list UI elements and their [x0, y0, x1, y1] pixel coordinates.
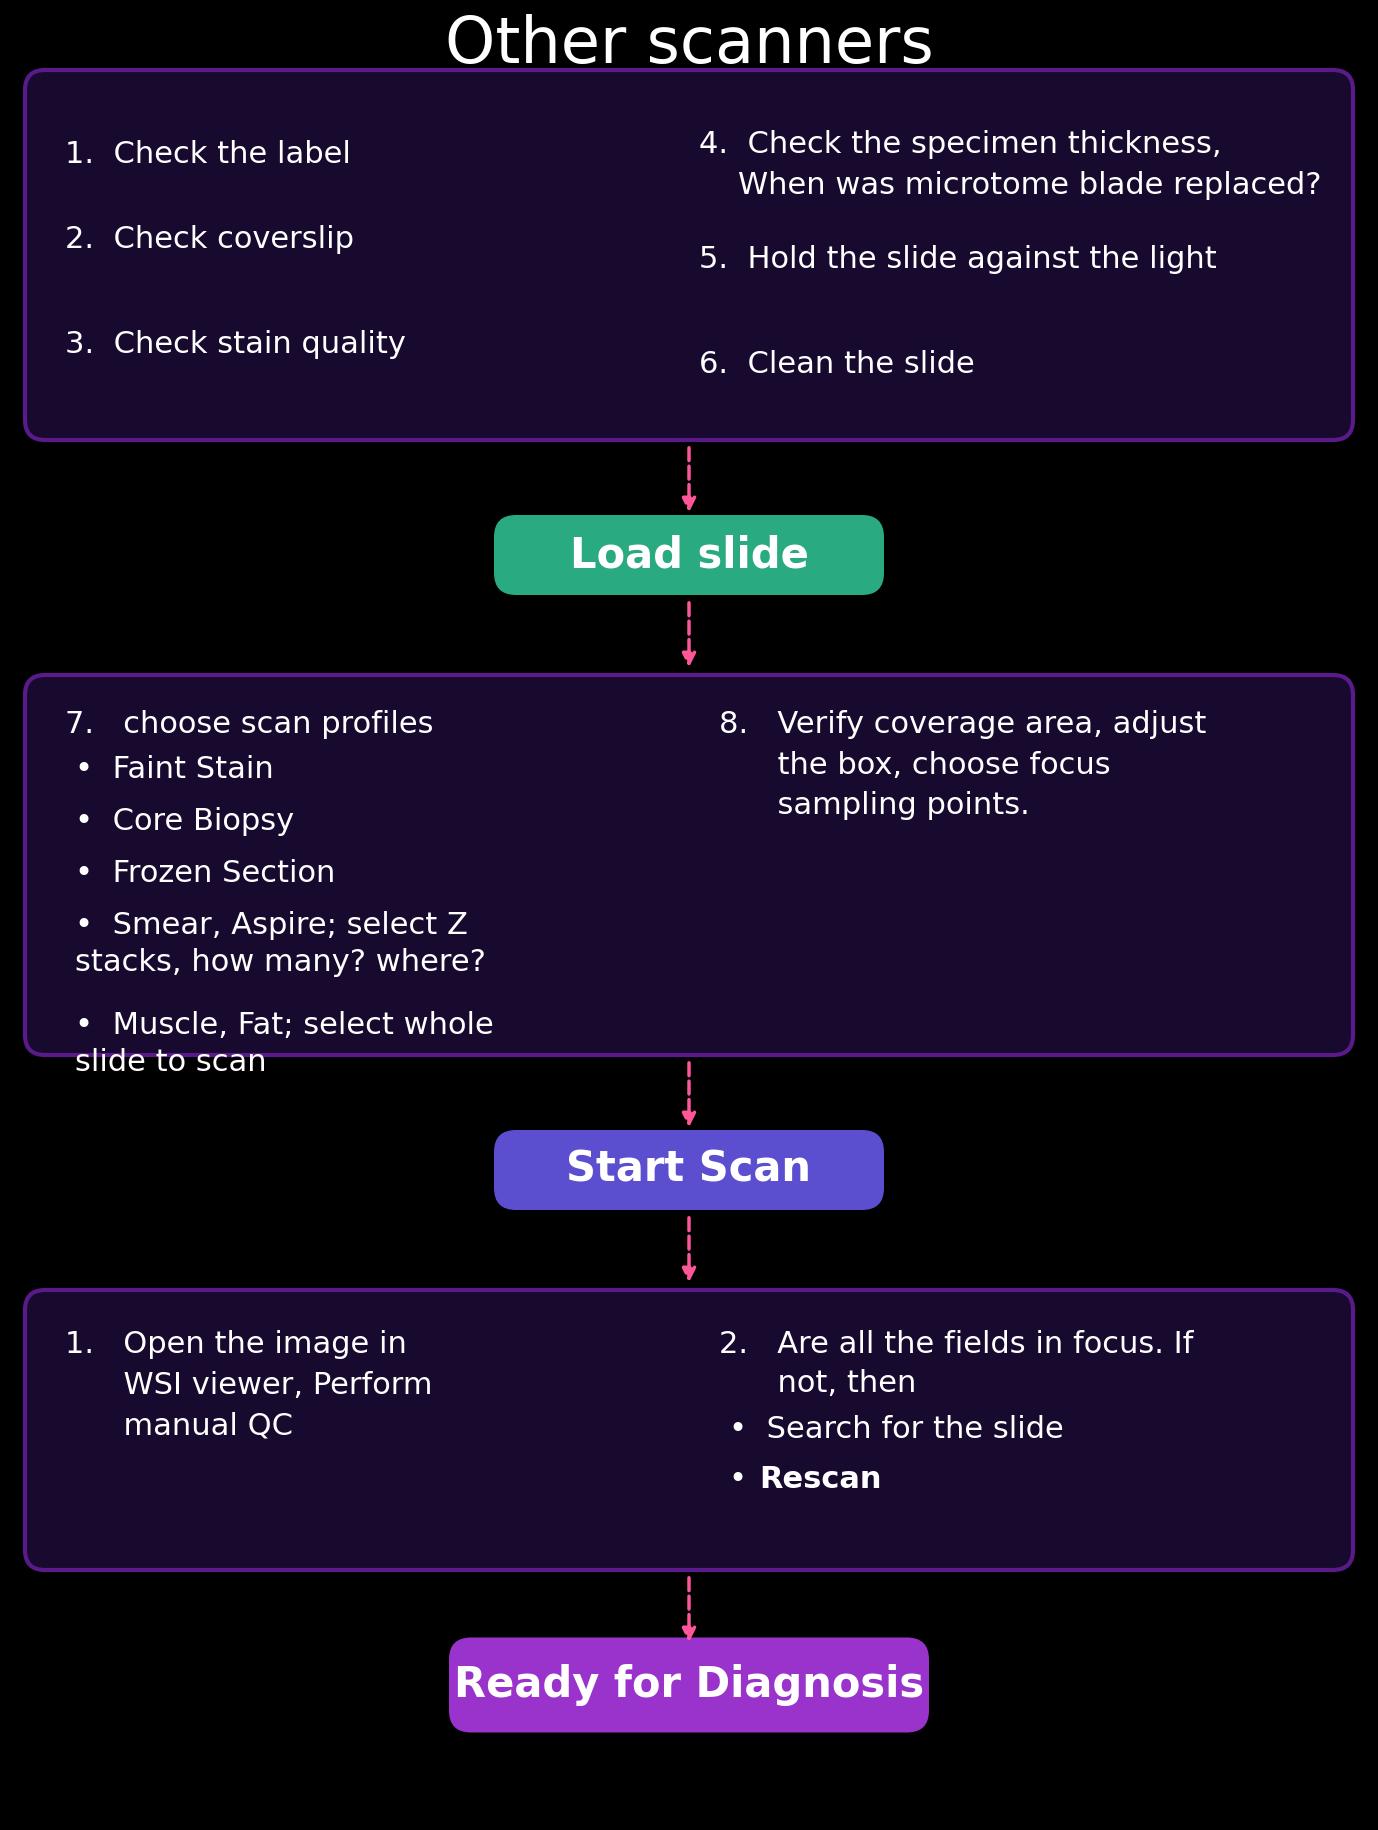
Text: •  Faint Stain: • Faint Stain [74, 756, 274, 783]
FancyBboxPatch shape [25, 1290, 1353, 1570]
Text: 6.  Clean the slide: 6. Clean the slide [699, 350, 974, 379]
Text: Start Scan: Start Scan [566, 1149, 812, 1191]
Text: •  Frozen Section: • Frozen Section [74, 858, 335, 888]
Text: •  Search for the slide: • Search for the slide [729, 1415, 1064, 1444]
Text: 1.  Check the label: 1. Check the label [65, 141, 351, 168]
Text: •  Core Biopsy: • Core Biopsy [74, 807, 294, 836]
Text: Rescan: Rescan [759, 1466, 882, 1493]
Text: 7.   choose scan profiles: 7. choose scan profiles [65, 710, 434, 739]
Text: 2.  Check coverslip: 2. Check coverslip [65, 225, 354, 254]
Text: Load slide: Load slide [569, 534, 809, 576]
Text: •  Smear, Aspire; select Z
stacks, how many? where?: • Smear, Aspire; select Z stacks, how ma… [74, 911, 486, 977]
FancyBboxPatch shape [25, 70, 1353, 439]
FancyBboxPatch shape [449, 1638, 929, 1733]
FancyBboxPatch shape [25, 675, 1353, 1056]
FancyBboxPatch shape [493, 1129, 885, 1210]
Text: •: • [729, 1466, 766, 1493]
Text: 4.  Check the specimen thickness,
    When was microtome blade replaced?: 4. Check the specimen thickness, When wa… [699, 130, 1322, 199]
Text: Other scanners: Other scanners [445, 15, 933, 77]
Text: •  Muscle, Fat; select whole
slide to scan: • Muscle, Fat; select whole slide to sca… [74, 1010, 493, 1078]
Text: 5.  Hold the slide against the light: 5. Hold the slide against the light [699, 245, 1217, 274]
Text: 8.   Verify coverage area, adjust
      the box, choose focus
      sampling poi: 8. Verify coverage area, adjust the box,… [719, 710, 1206, 820]
FancyBboxPatch shape [493, 514, 885, 595]
Text: 2.   Are all the fields in focus. If
      not, then: 2. Are all the fields in focus. If not, … [719, 1330, 1193, 1398]
Text: Ready for Diagnosis: Ready for Diagnosis [453, 1663, 925, 1706]
Text: 3.  Check stain quality: 3. Check stain quality [65, 329, 407, 359]
Text: 1.   Open the image in
      WSI viewer, Perform
      manual QC: 1. Open the image in WSI viewer, Perform… [65, 1330, 433, 1440]
